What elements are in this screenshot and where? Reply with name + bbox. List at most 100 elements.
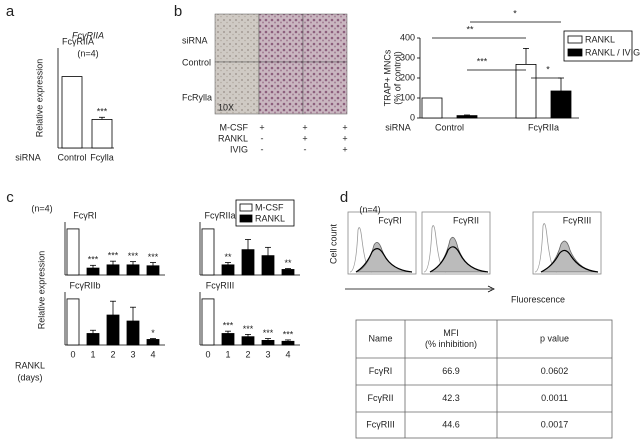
significance: * [151,328,155,338]
significance: *** [263,328,274,338]
table-cell: FcγRII [368,393,394,403]
subplot-title: FcγRI [73,210,97,220]
bar [146,265,160,276]
x-tick-label: 1 [90,349,95,359]
bar [261,255,275,276]
histograms [345,211,602,293]
legend-swatch [567,48,583,57]
x-tick-label: Fcylla [90,152,114,162]
bar [86,333,100,346]
x-tick-label: 2 [110,349,115,359]
x-tick-label: 0 [205,349,210,359]
bar [241,249,255,276]
table-cell: FcγRIII [366,419,395,429]
bar [201,298,215,346]
histogram-title: FcγRII [453,215,479,225]
treatment-name: RANKL [218,133,248,143]
histogram-title: FcγRIII [563,215,592,225]
bar [456,115,478,119]
bar [106,264,120,276]
table-cell: 0.0011 [541,393,568,403]
significance: *** [128,251,139,261]
significance: *** [88,255,99,265]
subplot-title: FcγRIII [206,280,235,290]
bar [550,90,572,119]
treatment-sign: - [261,144,264,154]
note: (n=4) [31,203,52,213]
treatment-sign: - [261,133,264,143]
x-axis-label: siRNA [385,122,411,132]
bar [91,119,113,149]
x-tick-label: 3 [130,349,135,359]
panel-label: d [340,189,348,206]
panel-label: c [6,189,14,206]
significance: *** [148,252,159,262]
treatment-sign: + [342,122,347,132]
y-tick-label: 400 [400,32,415,42]
significance: *** [223,321,234,331]
x-tick-label: Control [57,152,86,162]
significance: *** [108,251,119,261]
table-cell: FcγRI [369,366,393,376]
treatment-sign: - [304,144,307,154]
treatment-name: M-CSF [220,122,249,132]
bar [126,320,140,346]
bar [281,269,295,276]
row-header: siRNA [182,35,208,45]
significance: * [546,64,550,74]
bar [241,336,255,346]
significance: *** [283,329,294,339]
y-tick-label: 0 [410,112,415,122]
table-header: Name [368,333,392,343]
panel-label: b [174,3,182,20]
treatment-sign: + [302,133,307,143]
significance: ** [224,252,232,262]
x-tick-label: 2 [245,349,250,359]
bar [261,339,275,346]
legend-swatch [239,214,253,223]
table-header: (% inhibition) [425,339,477,349]
y-tick-label: 100 [400,92,415,102]
table-cell: 42.3 [442,393,460,403]
table-cell: 66.9 [442,366,460,376]
chart-title: FcγRIIA [72,30,104,40]
bar [61,76,83,149]
y-axis-label: Relative expression [34,59,44,138]
chart-subtitle: (n=4) [77,48,98,58]
significance: ** [466,24,474,34]
table-header: p value [540,333,569,343]
x-axis-label: (days) [17,372,42,382]
significance: *** [243,324,254,334]
bar [126,264,140,276]
x-axis-label: RANKL [15,360,45,370]
row-label: FcRylla [182,92,212,102]
y-tick-label: 200 [400,72,415,82]
legend-swatch [567,35,583,44]
y-axis-label: TRAP+ MNCs [382,49,392,106]
bar [201,228,215,276]
row-label: Control [182,57,211,67]
y-axis-label: Cell count [328,223,338,264]
bar [66,228,80,276]
bar [221,264,235,276]
treatment-sign: + [302,122,307,132]
x-tick-label: 0 [70,349,75,359]
legend-label: RANKL / IVIG [585,47,640,57]
micrograph [214,13,348,115]
legend-swatch [239,203,253,212]
histogram-title: FcγRI [378,215,402,225]
y-axis-label: (% of control) [392,51,402,105]
table-cell: 44.6 [442,419,460,429]
x-tick-label: 4 [150,349,155,359]
magnification: 10X [218,102,234,112]
bar [281,340,295,346]
table-frame [355,319,613,439]
table-cell: 0.0602 [541,366,569,376]
treatment-sign: + [259,122,264,132]
subplot-title: FcγRIIA [62,36,94,46]
panel-label: a [6,3,15,20]
bar [515,64,537,119]
x-axis-label: siRNA [15,152,41,162]
x-tick-label: Control [435,122,464,132]
